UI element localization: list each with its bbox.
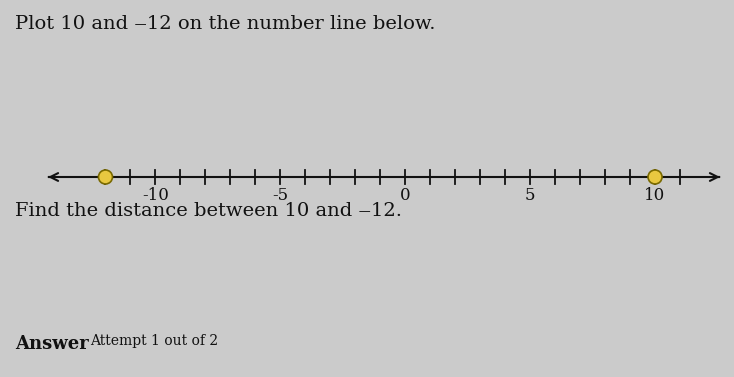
Text: 5: 5 (525, 187, 535, 204)
Text: -10: -10 (142, 187, 169, 204)
Text: Plot 10 and ‒12 on the number line below.: Plot 10 and ‒12 on the number line below… (15, 15, 435, 33)
Text: 10: 10 (644, 187, 666, 204)
Text: -5: -5 (272, 187, 288, 204)
Circle shape (98, 170, 112, 184)
Circle shape (648, 170, 662, 184)
Text: Find the distance between 10 and ‒12.: Find the distance between 10 and ‒12. (15, 202, 402, 220)
Text: 0: 0 (400, 187, 410, 204)
Text: Attempt 1 out of 2: Attempt 1 out of 2 (90, 334, 218, 348)
Text: Answer: Answer (15, 335, 89, 353)
